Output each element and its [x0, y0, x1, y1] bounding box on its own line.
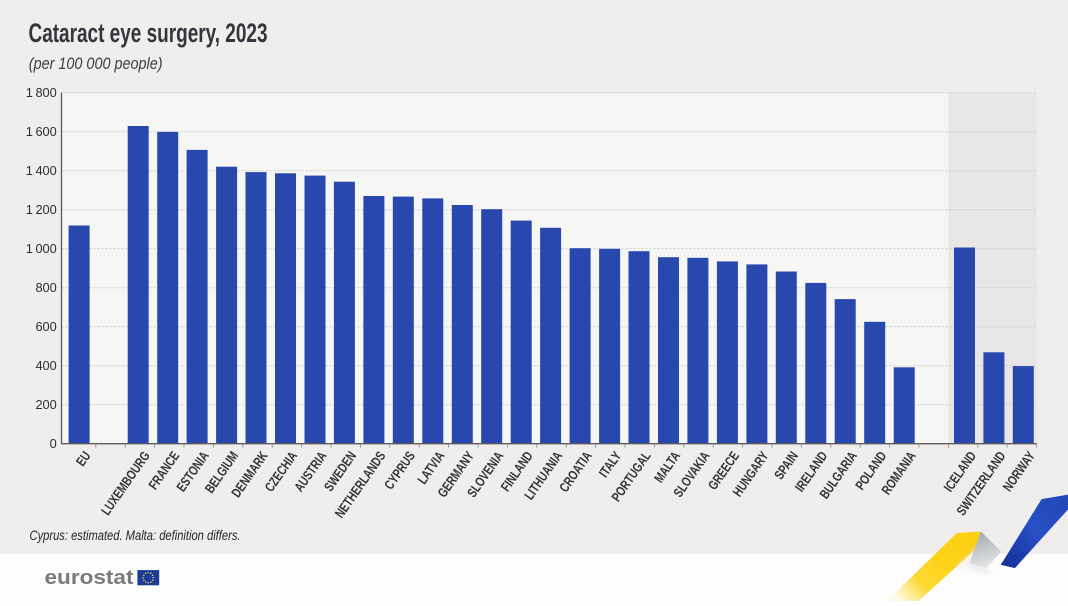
svg-text:1 000: 1 000 [26, 241, 57, 256]
svg-text:0: 0 [50, 436, 57, 451]
svg-text:eurostat: eurostat [45, 566, 134, 589]
svg-text:800: 800 [35, 280, 56, 295]
svg-text:1 800: 1 800 [26, 85, 57, 100]
svg-text:Cataract eye surgery, 2023: Cataract eye surgery, 2023 [29, 18, 268, 48]
svg-text:1 200: 1 200 [26, 202, 57, 217]
svg-text:400: 400 [35, 358, 56, 373]
svg-text:600: 600 [35, 319, 56, 334]
svg-text:200: 200 [35, 397, 56, 412]
svg-text:(per 100 000 people): (per 100 000 people) [29, 54, 163, 73]
svg-text:1 600: 1 600 [26, 124, 57, 139]
svg-text:1 400: 1 400 [26, 163, 57, 178]
svg-text:Cyprus: estimated. Malta: defi: Cyprus: estimated. Malta: definition dif… [30, 528, 241, 543]
